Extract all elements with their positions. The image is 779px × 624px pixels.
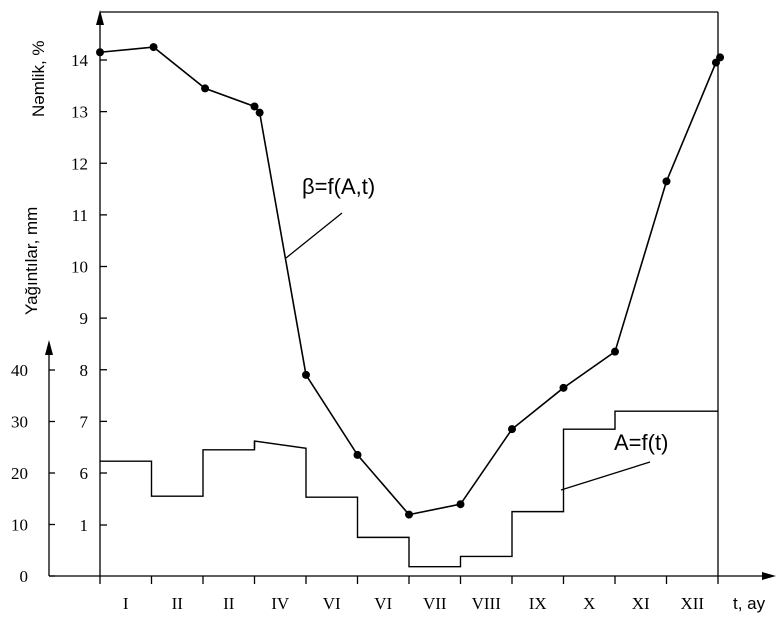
x-axis-arrow — [762, 572, 776, 580]
precipitation-axis-label: Yağıntılar, mm — [22, 207, 41, 315]
humidity-point — [405, 510, 413, 519]
humidity-point — [716, 53, 725, 62]
precipitation-leader-line — [560, 461, 651, 491]
precipitation-tick-label: 40 — [11, 361, 28, 380]
humidity-point — [662, 177, 671, 186]
precipitation-tick-label: 10 — [11, 516, 28, 535]
humidity-tick-label: 13 — [71, 103, 88, 122]
x-tick-label: VI — [323, 594, 341, 613]
x-tick-label: IV — [271, 594, 290, 613]
humidity-series-label: β=f(A,t) — [302, 174, 375, 199]
x-tick-label: II — [172, 594, 184, 613]
x-tick-label: XII — [680, 594, 704, 613]
chart-frame — [45, 10, 776, 580]
humidity-tick-label: 7 — [80, 412, 89, 431]
humidity-axis-label: Nəmlik, % — [29, 40, 48, 117]
humidity-point — [353, 450, 362, 459]
precipitation-series-label: A=f(t) — [614, 430, 668, 455]
annotations — [285, 212, 651, 491]
x-tick-label: I — [123, 594, 129, 613]
humidity-point — [201, 84, 210, 93]
humidity-point — [250, 102, 259, 111]
precipitation-series — [100, 410, 718, 568]
precipitation-axis-arrow — [45, 340, 53, 355]
precipitation-tick-label: 30 — [11, 413, 28, 432]
humidity-ticks: 14 13 12 11 10 9 8 7 6 1 — [71, 51, 107, 535]
humidity-point — [255, 108, 264, 117]
x-ticks: I II II IV VI VI VII VIII IX X XI XII — [99, 576, 719, 613]
x-axis-label: t, ay — [733, 594, 766, 613]
humidity-point — [302, 370, 310, 379]
x-tick-label: XI — [632, 594, 650, 613]
humidity-axis-arrow — [96, 10, 104, 25]
precipitation-step-line — [100, 410, 718, 568]
humidity-tick-label: 9 — [80, 309, 89, 328]
humidity-point — [611, 347, 619, 356]
x-tick-label: II — [223, 594, 235, 613]
humidity-tick-label: 14 — [71, 51, 89, 70]
x-tick-label: VIII — [472, 594, 502, 613]
humidity-point — [96, 48, 104, 57]
humidity-tick-label: 1 — [80, 516, 89, 535]
humidity-series — [96, 43, 725, 519]
humidity-point — [149, 43, 158, 52]
x-tick-label: VII — [423, 594, 447, 613]
humidity-tick-label: 11 — [72, 206, 88, 225]
precipitation-tick-label: 0 — [20, 567, 29, 586]
humidity-point — [559, 383, 568, 392]
humidity-point — [456, 500, 465, 509]
x-tick-label: X — [583, 594, 595, 613]
precipitation-tick-label: 20 — [11, 464, 28, 483]
humidity-leader-line — [285, 212, 343, 259]
x-tick-label: IX — [529, 594, 547, 613]
humidity-tick-label: 6 — [80, 464, 89, 483]
humidity-point — [508, 425, 516, 434]
humidity-tick-label: 8 — [80, 361, 89, 380]
humidity-tick-label: 12 — [71, 154, 88, 173]
precipitation-ticks: 40 30 20 10 0 — [11, 361, 55, 586]
humidity-tick-label: 10 — [71, 258, 88, 277]
x-tick-label: VI — [374, 594, 392, 613]
